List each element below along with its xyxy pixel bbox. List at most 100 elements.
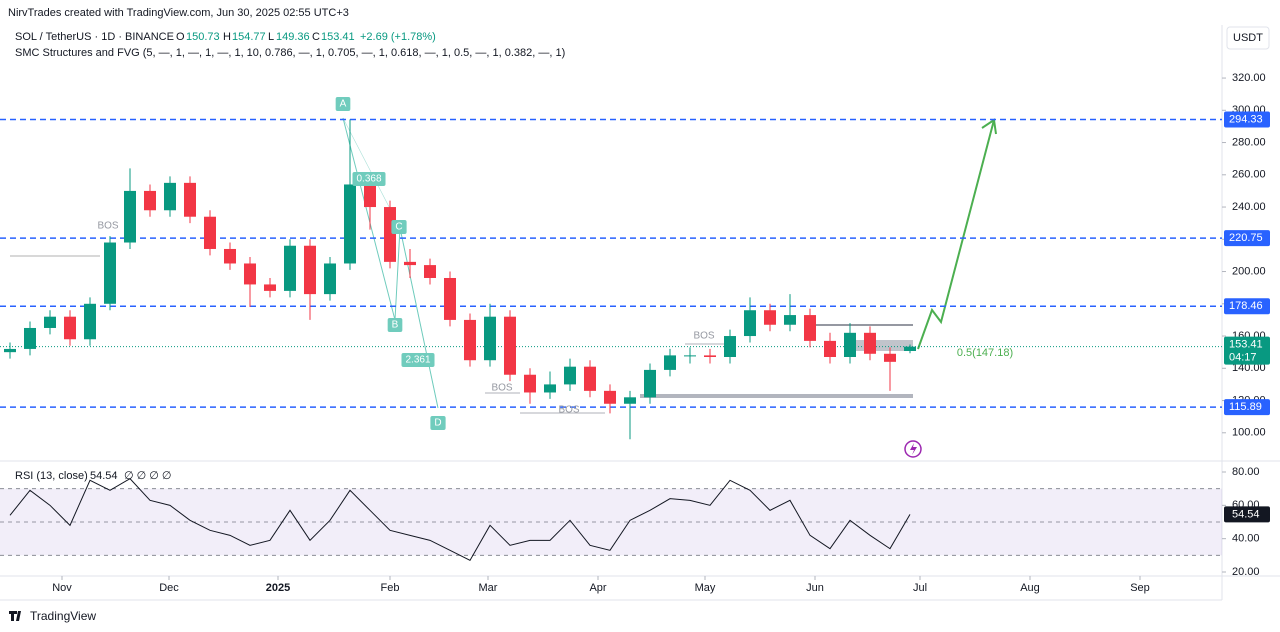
candle-body — [544, 384, 556, 393]
y-tick-label: 200.00 — [1232, 265, 1266, 277]
candle-body — [444, 277, 456, 320]
ohlc-label: L — [268, 31, 274, 43]
pattern-label-box — [401, 353, 435, 367]
pattern-label: D — [434, 418, 441, 429]
rsi-title: RSI (13, close) — [15, 470, 88, 482]
candle-body — [484, 316, 496, 361]
rsi-line — [9, 478, 911, 561]
candle-body — [4, 348, 16, 353]
rsi-header-value: 54.54 — [90, 470, 118, 482]
candle-body — [664, 355, 676, 370]
candle-body — [144, 190, 156, 211]
pattern-label: 0.368 — [356, 174, 381, 185]
x-tick-label: Jul — [913, 582, 927, 594]
rsi-tick-label: 20.00 — [1232, 566, 1260, 578]
x-tick-label: Sep — [1130, 582, 1150, 594]
candle-body — [784, 315, 796, 325]
ohlc-label: C — [312, 31, 320, 43]
symbol: SOL / TetherUS · 1D · BINANCE — [15, 31, 174, 43]
candle-body — [324, 263, 336, 295]
candle-body — [384, 207, 396, 262]
low-value: 149.36 — [276, 31, 310, 43]
candle-body — [684, 355, 696, 357]
y-tick-label: 240.00 — [1232, 201, 1266, 213]
x-tick-label: 2025 — [266, 582, 290, 594]
x-tick-label: Feb — [381, 582, 400, 594]
candle-body — [804, 315, 816, 341]
y-tick-label: 280.00 — [1232, 136, 1266, 148]
bos-label: BOS — [97, 221, 118, 232]
rsi-value-box — [1224, 506, 1270, 523]
alert-icon[interactable] — [904, 440, 922, 458]
pattern-label: C — [395, 222, 402, 233]
bos-label: BOS — [693, 331, 714, 342]
x-tick-label: Apr — [589, 582, 606, 594]
candle-body — [864, 332, 876, 354]
candle-body — [44, 316, 56, 328]
candle-body — [124, 190, 136, 243]
candle-body — [224, 248, 236, 264]
close-value: 153.41 — [321, 31, 355, 43]
candle-body — [904, 346, 916, 351]
brand: TradingView — [30, 609, 96, 623]
candle-body — [564, 366, 576, 385]
y-tick-label: 260.00 — [1232, 169, 1266, 181]
candle-body — [764, 310, 776, 325]
x-tick-label: Jun — [806, 582, 824, 594]
pattern-label-box — [391, 220, 407, 234]
pattern-label-box — [387, 318, 403, 332]
candle-body — [64, 316, 76, 340]
currency[interactable]: USDT — [1233, 32, 1263, 44]
logo — [9, 611, 21, 621]
candle-body — [704, 355, 716, 357]
candle-body — [344, 184, 356, 264]
open-value: 150.73 — [186, 31, 220, 43]
level-label: 294.33 — [1229, 113, 1263, 125]
candle-body — [244, 263, 256, 285]
rsi-placeholders: ∅ ∅ ∅ ∅ — [124, 470, 172, 482]
y-tick-label: 140.00 — [1232, 362, 1266, 374]
candle-body — [524, 374, 536, 393]
level-label: 220.75 — [1229, 232, 1263, 244]
pattern-label: B — [392, 320, 399, 331]
pattern-label-box — [335, 97, 351, 111]
y-tick-label: 100.00 — [1232, 427, 1266, 439]
candle-body — [364, 184, 376, 208]
candle-body — [504, 316, 516, 375]
candle-body — [824, 340, 836, 357]
level-label: 115.89 — [1229, 401, 1262, 413]
pattern-label: A — [340, 99, 347, 110]
rsi-value: 54.54 — [1232, 508, 1260, 520]
level-label: 178.46 — [1229, 300, 1263, 312]
pattern-label: 2.361 — [405, 355, 430, 366]
structure-line — [808, 324, 913, 326]
ohlc-label: O — [176, 31, 185, 43]
candle-body — [84, 303, 96, 340]
credit: NirvTrades created with TradingView.com,… — [8, 7, 349, 19]
alert-icon[interactable] — [910, 443, 917, 455]
candle-body — [184, 182, 196, 217]
candle-body — [844, 332, 856, 357]
candle-body — [304, 245, 316, 295]
candle-body — [744, 310, 756, 337]
pattern-label-box — [352, 172, 386, 186]
fvg-box — [855, 340, 913, 351]
projection-arrow — [917, 119, 995, 350]
level-label-box — [1224, 230, 1270, 247]
high-value: 154.77 — [232, 31, 266, 43]
candle-body — [724, 336, 736, 357]
x-tick-label: Aug — [1020, 582, 1040, 594]
currency-button[interactable] — [1226, 26, 1270, 50]
candle-body — [644, 369, 656, 398]
bos-label: BOS — [558, 405, 579, 416]
price-label: 153.41 — [1229, 339, 1263, 351]
fib-label: 0.5(147.18) — [957, 347, 1013, 359]
change: +2.69 (+1.78%) — [360, 31, 436, 43]
x-tick-label: Nov — [52, 582, 72, 594]
level-label-box — [1224, 399, 1270, 416]
candle-body — [884, 353, 896, 362]
rsi-tick-label: 40.00 — [1232, 533, 1260, 545]
